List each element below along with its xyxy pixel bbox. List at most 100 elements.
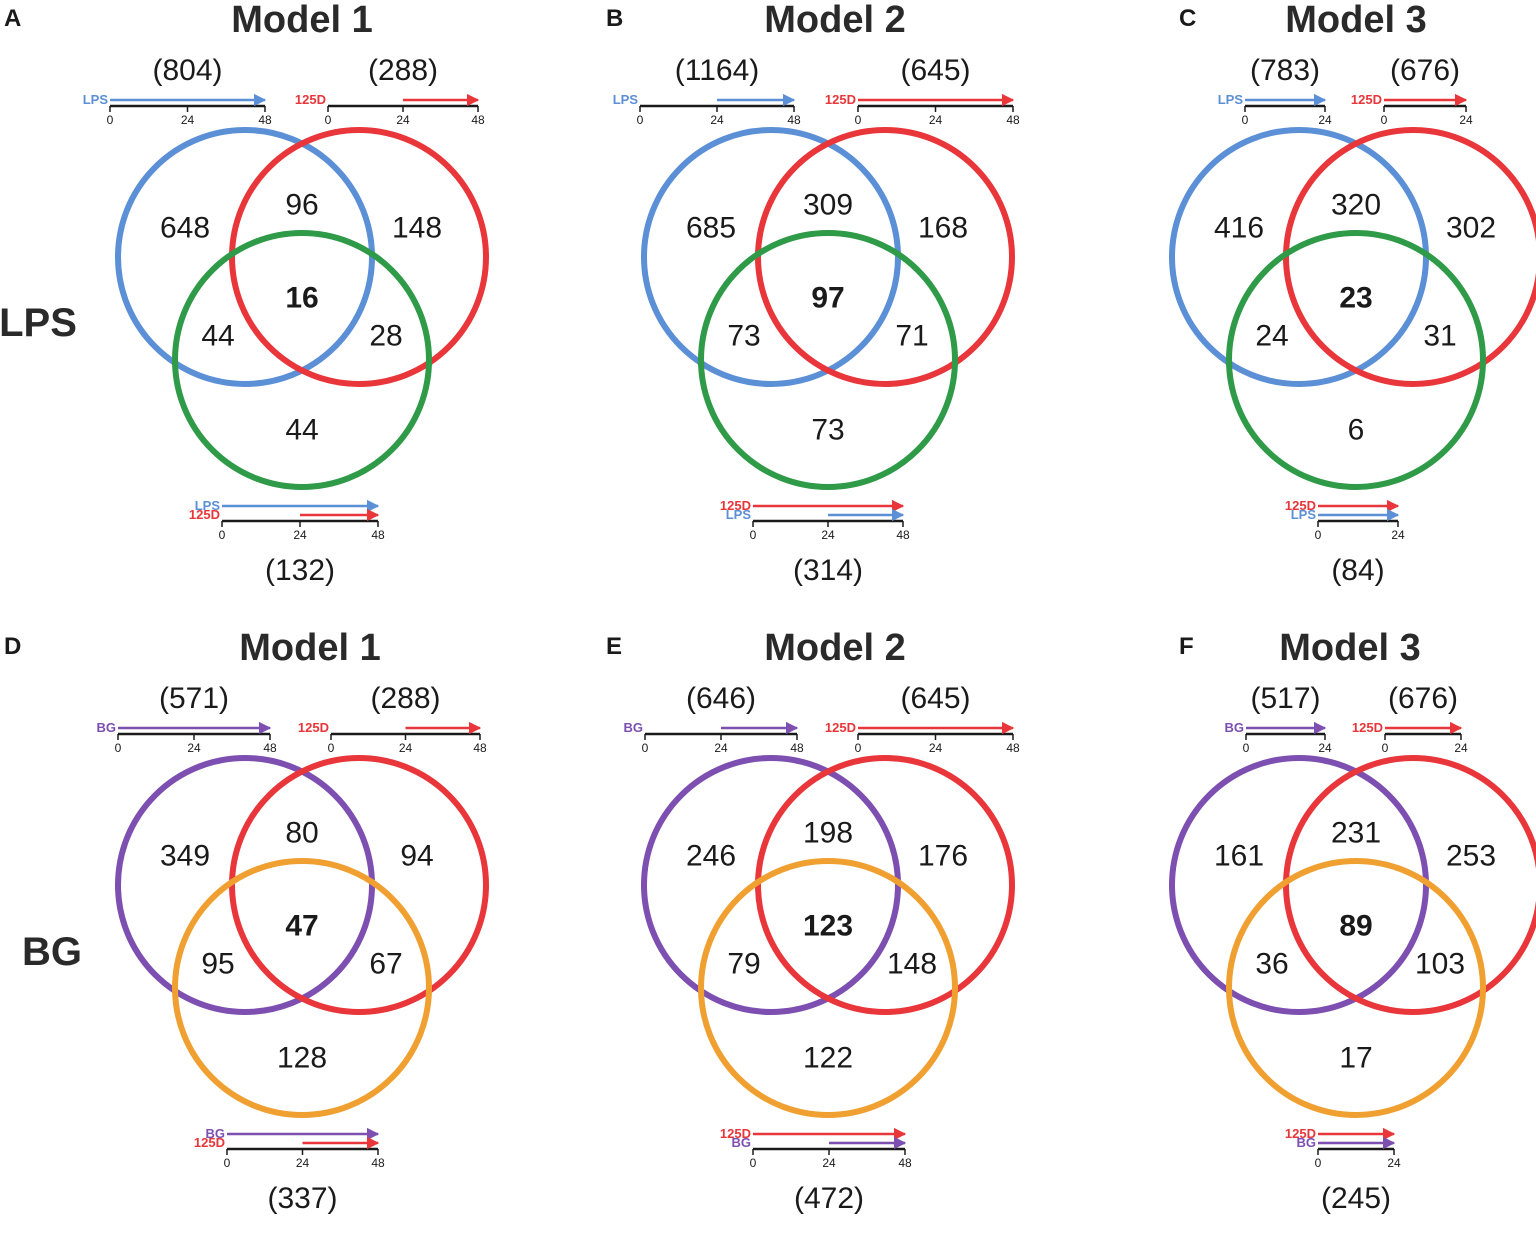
timeline-bottom-arrow-label-LPS: LPS: [195, 498, 221, 513]
model-title: Model 1: [239, 627, 380, 669]
panel-a: A Model 1 0 24 48 LPS (804) 0 24 48 125D (288) 648 96…: [4, 0, 489, 587]
region-only-a: 685: [686, 212, 736, 245]
venn-circle-combined: [698, 858, 958, 1118]
panel-f: F Model 3 0 24 BG (517) 0 24 125D (676) 161 231 253 8…: [1169, 627, 1536, 1215]
region-bc: 28: [369, 320, 402, 353]
timeline-left-arrow-label-BG: BG: [624, 720, 644, 735]
timeline-bottom-arrow-label-125D: 125D: [720, 498, 751, 513]
timeline-left-tick-label-2: 48: [787, 113, 801, 127]
timeline-right-tick-label-0: 0: [325, 113, 332, 127]
timeline-bottom-tick-label-2: 48: [371, 1156, 385, 1170]
timeline-bottom-count: (337): [267, 1182, 337, 1215]
venn-circle-bg: [1169, 755, 1429, 1015]
timeline-left-tick-label-0: 0: [115, 741, 122, 755]
timeline-left-tick-label-0: 0: [642, 741, 649, 755]
region-only-c: 73: [811, 414, 844, 447]
region-ab: 96: [285, 189, 318, 222]
venn-circle-125d: [229, 755, 489, 1015]
region-only-c: 44: [285, 414, 318, 447]
timeline-right-arrow-label-125D: 125D: [825, 92, 856, 107]
timeline-bottom-tick-label-2: 48: [896, 528, 910, 542]
region-ab: 320: [1331, 189, 1381, 222]
timeline-bottom-tick-label-1: 24: [1391, 528, 1405, 542]
panel-b: B Model 2 0 24 48 LPS (1164) 0 24 48 125D (645) 685 3…: [606, 0, 1020, 587]
timeline-bottom-arrow-label-BG: BG: [206, 1126, 226, 1141]
model-title: Model 3: [1279, 627, 1420, 669]
timeline-left-count: (571): [159, 682, 229, 715]
timeline-left-tick-label-2: 48: [263, 741, 277, 755]
timeline-left-tick-label-0: 0: [1242, 113, 1249, 127]
timeline-bottom-arrow-label-125D: 125D: [194, 1135, 225, 1150]
timeline-right-tick-label-1: 24: [399, 741, 413, 755]
panel-letter: F: [1179, 633, 1194, 660]
timeline-right-arrow-label-125D: 125D: [1351, 92, 1382, 107]
timeline-bottom-tick-label-1: 24: [821, 528, 835, 542]
region-ab: 309: [803, 189, 853, 222]
timeline-right-count: (676): [1390, 54, 1460, 87]
timeline-right-tick-label-2: 48: [473, 741, 487, 755]
region-only-a: 246: [686, 840, 736, 873]
panel-letter: C: [1179, 5, 1196, 32]
timeline-right-tick-label-2: 48: [1006, 741, 1020, 755]
timeline-right-arrow-label-125D: 125D: [295, 92, 326, 107]
timeline-right-tick-label-0: 0: [1381, 113, 1388, 127]
region-only-b: 168: [918, 212, 968, 245]
panel-letter: B: [606, 5, 623, 32]
timeline-bottom-tick-label-0: 0: [750, 1156, 757, 1170]
timeline-bottom-tick-label-1: 24: [296, 1156, 310, 1170]
timeline-left-tick-label-2: 48: [790, 741, 804, 755]
timeline-bottom-tick-label-0: 0: [224, 1156, 231, 1170]
timeline-left-arrow-label-LPS: LPS: [1218, 92, 1244, 107]
region-bc: 67: [369, 948, 402, 981]
timeline-bottom-count: (472): [794, 1182, 864, 1215]
region-bc: 103: [1415, 948, 1465, 981]
timeline-left-tick-label-1: 24: [1318, 113, 1332, 127]
timeline-right-count: (645): [900, 54, 970, 87]
region-only-a: 349: [160, 840, 210, 873]
timeline-right-arrow-label-125D: 125D: [825, 720, 856, 735]
timeline-bottom-tick-label-2: 48: [898, 1156, 912, 1170]
venn-circle-125d: [1283, 755, 1536, 1015]
timeline-left-tick-label-2: 48: [258, 113, 272, 127]
region-ac: 36: [1255, 948, 1288, 981]
timeline-left-count: (517): [1250, 682, 1320, 715]
timeline-left-tick-label-1: 24: [710, 113, 724, 127]
timeline-bottom-tick-label-1: 24: [293, 528, 307, 542]
venn-circle-combined: [172, 858, 432, 1118]
region-ab: 80: [285, 817, 318, 850]
timeline-left-arrow-label-LPS: LPS: [83, 92, 109, 107]
panel-letter: E: [606, 633, 622, 660]
timeline-bottom-arrow-label-BG: BG: [1297, 1135, 1317, 1150]
timeline-bottom-arrow-label-LPS: LPS: [726, 507, 752, 522]
venn-circle-bg: [641, 755, 901, 1015]
venn-circle-combined: [698, 230, 958, 490]
timeline-left-tick-label-1: 24: [181, 113, 195, 127]
panel-letter: A: [4, 5, 21, 32]
region-only-b: 302: [1446, 212, 1496, 245]
region-ac: 44: [201, 320, 234, 353]
timeline-bottom-tick-label-0: 0: [750, 528, 757, 542]
region-ab: 198: [803, 817, 853, 850]
timeline-right-tick-label-0: 0: [855, 741, 862, 755]
venn-circle-combined: [1226, 230, 1486, 490]
timeline-left-tick-label-1: 24: [1318, 741, 1332, 755]
region-ac: 95: [201, 948, 234, 981]
timeline-right-tick-label-1: 24: [1454, 741, 1468, 755]
region-center: 97: [811, 282, 844, 315]
region-only-c: 122: [803, 1042, 853, 1075]
model-title: Model 3: [1285, 0, 1426, 41]
row-label-bg: BG: [22, 930, 82, 974]
venn-circle-125d: [1283, 127, 1536, 387]
region-only-c: 17: [1339, 1042, 1372, 1075]
region-ac: 24: [1255, 320, 1288, 353]
timeline-right-tick-label-1: 24: [929, 741, 943, 755]
timeline-right-arrow-label-125D: 125D: [298, 720, 329, 735]
panel-d: D Model 1 0 24 48 BG (571) 0 24 48 125D (288) 349 80 9…: [4, 627, 489, 1215]
timeline-right-count: (288): [368, 54, 438, 87]
timeline-right-tick-label-0: 0: [328, 741, 335, 755]
timeline-left-count: (804): [152, 54, 222, 87]
timeline-left-count: (1164): [675, 54, 760, 87]
panel-c: C Model 3 0 24 LPS (783) 0 24 125D (676) 416 320 302…: [1169, 0, 1536, 587]
